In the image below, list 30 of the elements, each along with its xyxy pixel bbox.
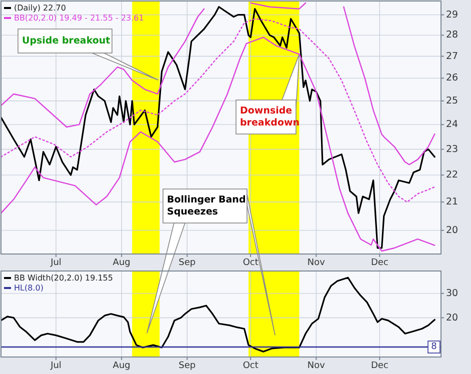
- x-tick-label: Aug: [112, 361, 130, 371]
- x-tick-label: Oct: [242, 361, 259, 371]
- y-tick-label: 23: [446, 144, 458, 155]
- y-tick-label: 20: [446, 224, 458, 236]
- legend-label: BB Width(20,2.0) 19.155: [14, 274, 113, 282]
- y-tick-label: 26: [446, 72, 458, 84]
- annotation: Bollinger Band Squeezes: [167, 194, 246, 218]
- y-tick-label: 27: [446, 50, 458, 62]
- y-tick-label: 30: [446, 288, 458, 299]
- x-tick-label: Nov: [307, 258, 326, 268]
- x-tick-label: Jul: [50, 361, 62, 371]
- x-tick-label: Aug: [112, 258, 130, 268]
- y-tick-label: 22: [446, 170, 458, 181]
- data-label: 8: [431, 342, 438, 352]
- y-tick-label: 29: [446, 9, 458, 20]
- x-tick-label: Nov: [307, 361, 326, 371]
- annotation: Upside breakout: [22, 36, 111, 46]
- x-tick-label: Sep: [178, 361, 196, 371]
- x-tick-label: Dec: [370, 361, 388, 371]
- x-tick-label: Sep: [178, 258, 196, 268]
- legend-label: (Daily) 22.70: [14, 4, 66, 12]
- legend-label: HL(8.0): [14, 284, 44, 292]
- y-tick-label: 21: [446, 196, 458, 208]
- x-tick-label: Oct: [242, 258, 259, 268]
- y-tick-label: 24: [446, 119, 458, 130]
- x-tick-label: Dec: [370, 258, 388, 268]
- x-tick-label: Jul: [50, 258, 62, 268]
- y-tick-label: 28: [446, 30, 458, 41]
- y-tick-label: 20: [446, 312, 458, 324]
- y-tick-label: 25: [446, 95, 458, 106]
